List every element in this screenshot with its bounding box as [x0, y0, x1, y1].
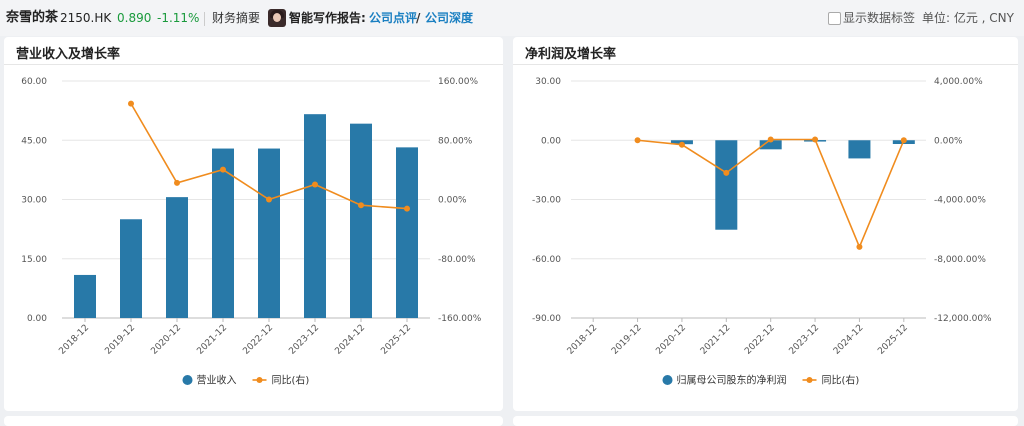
growth-point	[404, 205, 410, 212]
next-panel-edge	[4, 416, 503, 426]
revenue-chart: 60.00 160.00% 45.00 80.00% 30.00 0.00% 15.00 -8…	[21, 77, 482, 387]
stock-name: 奈雪的茶	[6, 10, 59, 25]
legend-bar-swatch	[182, 375, 193, 385]
revenue-chart-panel: 营业收入及增长率 60.00 160.00% 45.00 80.00% 30.00 0.0…	[4, 37, 503, 411]
bar	[304, 114, 326, 319]
growth-point	[812, 136, 819, 143]
bar	[350, 123, 372, 318]
growth-point	[358, 202, 364, 209]
growth-point	[767, 136, 774, 143]
x-tick-label: 2022-12	[241, 323, 275, 357]
chart-title: 营业收入及增长率	[16, 47, 121, 62]
bar	[120, 219, 142, 318]
x-tick-label: 2021-12	[699, 323, 733, 357]
legend-line-dot	[256, 377, 263, 383]
y-tick-right: 80.00%	[438, 136, 473, 146]
x-tick-label: 2024-12	[333, 323, 367, 357]
stock-price: 0.890	[117, 11, 152, 25]
company-review-link[interactable]: 公司点评	[369, 11, 418, 25]
legend-label: 同比(右)	[822, 374, 860, 387]
show-labels-label[interactable]: 显示数据标签	[843, 11, 916, 25]
y-tick-right: 160.00%	[438, 77, 478, 87]
x-tick-label: 2019-12	[103, 323, 137, 357]
growth-point	[266, 196, 272, 203]
x-tick-label: 2018-12	[566, 323, 600, 357]
net-profit-chart: 30.00 4,000.00% 0.00 0.00% -30.00 -4,000.00% -…	[532, 77, 992, 387]
growth-point	[128, 100, 134, 107]
stock-code: 2150.HK	[60, 11, 112, 25]
legend-label: 归属母公司股东的净利润	[677, 374, 787, 387]
y-tick-right: -160.00%	[438, 314, 482, 324]
legend-label: 同比(右)	[272, 374, 310, 387]
financial-summary-link[interactable]: 财务摘要	[212, 11, 261, 25]
header-divider	[204, 12, 205, 26]
legend-line-dot	[806, 377, 813, 383]
growth-point	[723, 169, 730, 176]
y-tick-left: -30.00	[532, 196, 561, 206]
x-tick-label: 2018-12	[57, 323, 91, 357]
x-tick-label: 2024-12	[832, 323, 866, 357]
growth-point	[312, 181, 318, 188]
net-profit-chart-panel: 净利润及增长率 30.00 4,000.00% 0.00 0.00% -30.00 -4,…	[513, 37, 1018, 411]
x-tick-label: 2022-12	[743, 323, 777, 357]
y-tick-left: 30.00	[21, 196, 47, 206]
y-tick-left: 0.00	[541, 136, 561, 146]
growth-point	[220, 166, 226, 173]
legend-label: 营业收入	[197, 374, 237, 387]
bar	[715, 140, 738, 230]
show-labels-checkbox[interactable]	[828, 12, 841, 25]
y-tick-right: -12,000.00%	[934, 314, 992, 324]
bar	[848, 140, 871, 159]
avatar	[268, 9, 286, 27]
stock-change: -1.11%	[157, 11, 200, 25]
y-tick-right: -80.00%	[438, 255, 476, 265]
x-tick-label: 2023-12	[788, 323, 822, 357]
y-tick-left: 15.00	[21, 255, 47, 265]
x-tick-label: 2020-12	[654, 323, 688, 357]
legend-bar-swatch	[662, 375, 673, 385]
bar	[258, 148, 280, 318]
company-depth-link[interactable]: 公司深度	[425, 11, 474, 25]
y-tick-left: 0.00	[27, 314, 47, 324]
bar	[759, 140, 782, 150]
unit-label: 单位: 亿元 , CNY	[922, 11, 1014, 25]
link-separator: /	[416, 11, 421, 25]
x-tick-label: 2025-12	[876, 323, 910, 357]
x-tick-label: 2021-12	[195, 323, 229, 357]
growth-point	[900, 137, 907, 144]
bar	[396, 147, 418, 318]
ai-report-label: 智能写作报告:	[289, 11, 366, 25]
bar	[166, 197, 188, 318]
bar	[212, 148, 234, 318]
y-tick-left: 60.00	[21, 77, 47, 87]
x-tick-label: 2023-12	[287, 323, 321, 357]
x-tick-label: 2025-12	[379, 323, 413, 357]
growth-point	[174, 179, 180, 186]
growth-point	[678, 141, 685, 148]
growth-point	[634, 137, 641, 144]
y-tick-right: 0.00%	[438, 196, 467, 206]
y-tick-left: 30.00	[535, 77, 561, 87]
y-tick-right: -4,000.00%	[934, 196, 986, 206]
y-tick-left: 45.00	[21, 136, 47, 146]
header-bar: 奈雪的茶 2150.HK 0.890 -1.11% 财务摘要 智能写作报告: 公…	[0, 0, 1024, 36]
y-tick-right: -8,000.00%	[934, 255, 986, 265]
chart-title: 净利润及增长率	[525, 47, 617, 62]
growth-point	[856, 243, 863, 250]
y-tick-left: -60.00	[532, 255, 561, 265]
bar	[74, 274, 96, 318]
x-tick-label: 2020-12	[149, 323, 183, 357]
y-tick-right: 4,000.00%	[934, 77, 983, 87]
y-tick-left: -90.00	[532, 314, 561, 324]
y-tick-right: 0.00%	[934, 136, 963, 146]
next-panel-edge	[513, 416, 1018, 426]
x-tick-label: 2019-12	[610, 323, 644, 357]
